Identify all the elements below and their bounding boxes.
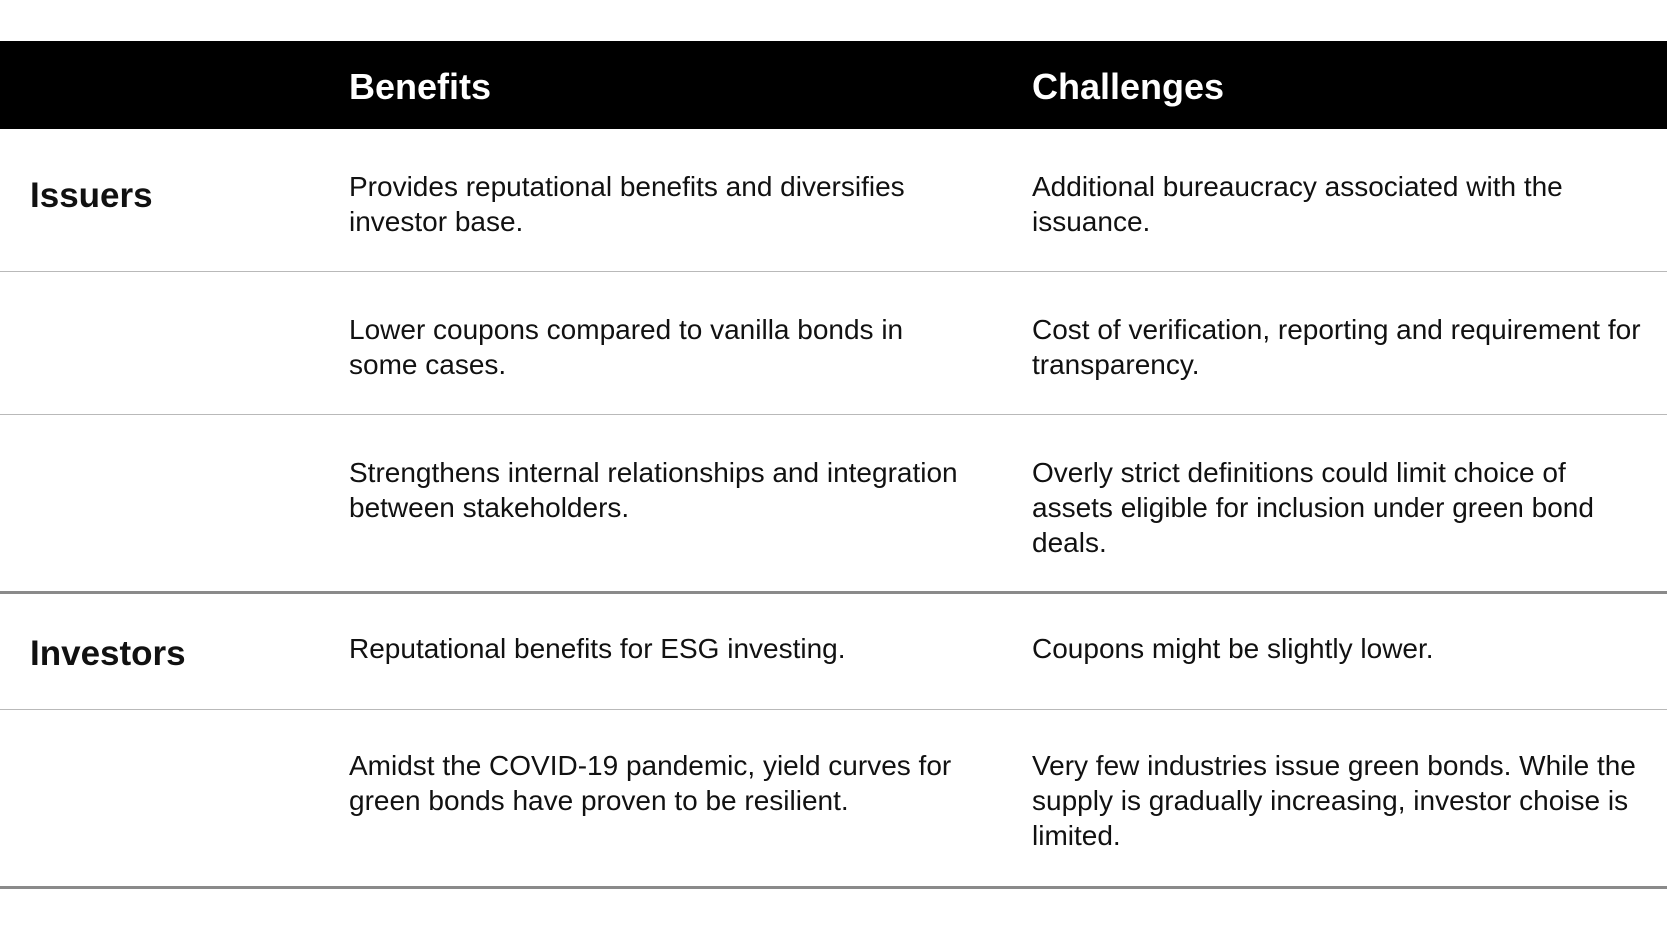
benefit-cell: Provides reputational benefits and diver… — [349, 171, 905, 237]
benefit-cell: Amidst the COVID-19 pandemic, yield curv… — [349, 750, 952, 816]
table-row: Amidst the COVID-19 pandemic, yield curv… — [0, 710, 1667, 889]
challenge-cell: Overly strict definitions could limit ch… — [1032, 457, 1594, 558]
investors-row-label: Investors — [30, 634, 186, 673]
challenge-cell: Additional bureaucracy associated with t… — [1032, 171, 1563, 237]
benefit-cell: Lower coupons compared to vanilla bonds … — [349, 314, 904, 380]
table-row: Lower coupons compared to vanilla bonds … — [0, 272, 1667, 415]
challenge-cell: Very few industries issue green bonds. W… — [1032, 750, 1636, 851]
table-row: Investors Reputational benefits for ESG … — [0, 594, 1667, 710]
benefits-column-header: Benefits — [349, 66, 492, 107]
challenge-cell: Cost of verification, reporting and requ… — [1032, 314, 1641, 380]
table-header: Benefits Challenges — [0, 41, 1667, 129]
challenge-cell: Coupons might be slightly lower. — [1032, 633, 1434, 664]
benefit-cell: Reputational benefits for ESG investing. — [349, 633, 846, 664]
issuers-row-label: Issuers — [30, 176, 153, 215]
benefits-challenges-table: Benefits Challenges Issuers Provides rep… — [0, 41, 1667, 889]
challenges-column-header: Challenges — [1032, 66, 1225, 107]
benefit-cell: Strengthens internal relationships and i… — [349, 457, 958, 523]
table-row: Strengthens internal relationships and i… — [0, 415, 1667, 594]
table-row: Issuers Provides reputational benefits a… — [0, 129, 1667, 272]
